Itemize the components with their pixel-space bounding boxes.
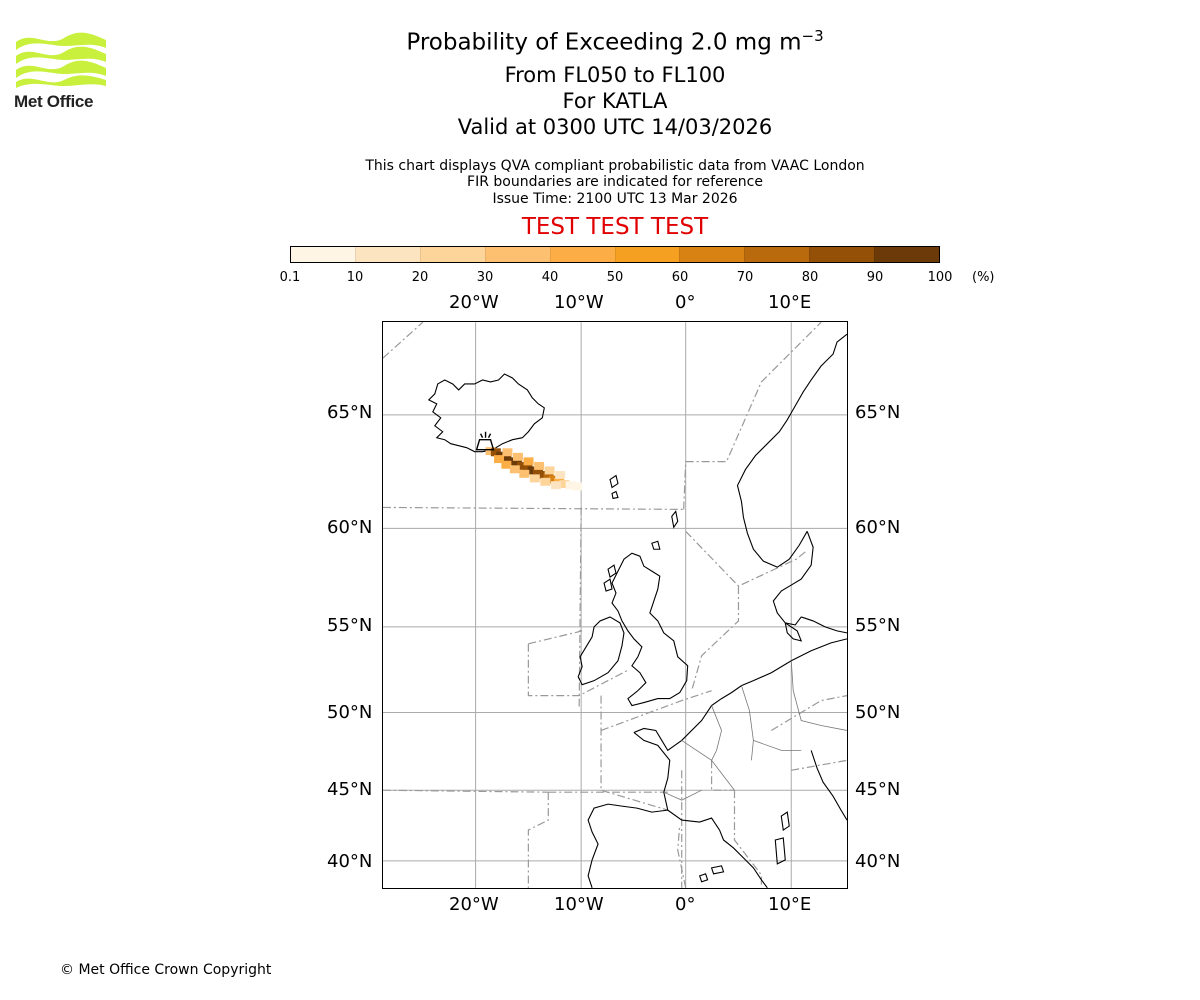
lat-label-left: 55°N xyxy=(327,615,373,636)
logo-text: Met Office xyxy=(14,92,94,111)
colorbar-segment xyxy=(744,247,810,262)
plume-cell xyxy=(501,460,512,469)
copyright: © Met Office Crown Copyright xyxy=(60,962,272,978)
colorbar-segment xyxy=(484,247,550,262)
lat-label-right: 65°N xyxy=(855,402,901,423)
plume-cell xyxy=(529,474,540,483)
plume-cell xyxy=(527,466,538,475)
lon-label-top: 20°W xyxy=(449,292,499,313)
plume-cell xyxy=(509,465,520,474)
plume-cell xyxy=(533,468,543,477)
plume-cell xyxy=(544,466,555,475)
colorbar-segment xyxy=(291,247,355,262)
plume-cell xyxy=(511,459,522,468)
test-banner: TEST TEST TEST xyxy=(521,214,709,240)
plume-cell xyxy=(502,448,513,457)
valid-time-subtitle: Valid at 0300 UTC 14/03/2026 xyxy=(457,115,773,139)
plume-cell xyxy=(559,480,570,489)
lat-label-left: 65°N xyxy=(327,402,373,423)
colorbar-segment xyxy=(354,247,420,262)
plume-cell xyxy=(572,482,583,491)
plume-cell xyxy=(519,469,530,478)
volcano-subtitle: For KATLA xyxy=(562,89,668,113)
fir-note: FIR boundaries are indicated for referen… xyxy=(467,174,763,190)
colorbar-tick-label: 60 xyxy=(671,270,689,285)
plume-cell xyxy=(550,481,561,490)
plume-cell xyxy=(517,461,528,470)
plume-cell xyxy=(485,447,496,456)
issue-time: Issue Time: 2100 UTC 13 Mar 2026 xyxy=(492,191,738,207)
lon-label-bottom: 10°W xyxy=(554,894,604,915)
plume-cell xyxy=(513,452,523,461)
plume-cell xyxy=(490,448,501,457)
plume-cell xyxy=(522,464,533,473)
country-borders xyxy=(663,660,847,801)
lat-label-left: 50°N xyxy=(327,702,373,723)
plume-cell xyxy=(538,470,549,479)
lon-label-top: 10°E xyxy=(768,292,812,313)
ash-plume xyxy=(485,447,583,491)
colorbar-tick-label: 30 xyxy=(476,270,494,285)
plume-cell xyxy=(523,457,534,466)
plume-cell xyxy=(534,461,545,470)
plume-cell xyxy=(501,455,512,464)
lon-label-top: 0° xyxy=(675,292,696,313)
colorbar-tick-label: 50 xyxy=(606,270,624,285)
colorbar-tick-label: 100 xyxy=(927,270,953,285)
colorbar-segment xyxy=(679,247,745,262)
plume-cell xyxy=(565,481,576,490)
coastlines xyxy=(427,333,847,888)
map-panel xyxy=(382,321,848,889)
lat-label-left: 45°N xyxy=(327,779,373,800)
volcano-icon xyxy=(475,431,495,451)
flight-level-subtitle: From FL050 to FL100 xyxy=(504,63,726,87)
lat-label-right: 55°N xyxy=(855,615,901,636)
plume-cell xyxy=(506,457,517,466)
plume-cell xyxy=(555,470,566,479)
lat-label-right: 50°N xyxy=(855,702,901,723)
colorbar-segment xyxy=(809,247,875,262)
met-office-logo xyxy=(16,32,106,88)
plume-cell xyxy=(540,477,551,486)
graticule xyxy=(383,322,847,888)
lat-label-right: 45°N xyxy=(855,779,901,800)
lat-label-left: 60°N xyxy=(327,517,373,538)
plume-cell xyxy=(548,475,559,484)
fir-boundaries xyxy=(383,322,847,888)
colorbar-segment xyxy=(614,247,680,262)
colorbar-tick-label: 0.1 xyxy=(279,270,301,285)
disclaimer-line: This chart displays QVA compliant probab… xyxy=(365,158,865,174)
lon-label-top: 10°W xyxy=(554,292,604,313)
colorbar-unit: (%) xyxy=(972,270,995,285)
colorbar-tick-label: 70 xyxy=(736,270,754,285)
colorbar xyxy=(290,246,940,263)
lon-label-bottom: 0° xyxy=(675,894,696,915)
lat-label-right: 40°N xyxy=(855,851,901,872)
colorbar-tick-label: 90 xyxy=(866,270,884,285)
colorbar-segment xyxy=(549,247,615,262)
colorbar-tick-label: 80 xyxy=(801,270,819,285)
lat-label-right: 60°N xyxy=(855,517,901,538)
plume-cell xyxy=(494,455,504,464)
colorbar-segment xyxy=(419,247,485,262)
lat-label-left: 40°N xyxy=(327,851,373,872)
colorbar-segment xyxy=(874,247,940,262)
chart-title: Probability of Exceeding 2.0 mg m−3 xyxy=(406,27,824,56)
colorbar-tick-label: 20 xyxy=(411,270,429,285)
colorbar-tick-label: 10 xyxy=(346,270,364,285)
colorbar-tick-label: 40 xyxy=(541,270,559,285)
plume-cell xyxy=(543,473,554,482)
lon-label-bottom: 20°W xyxy=(449,894,499,915)
lon-label-bottom: 10°E xyxy=(768,894,812,915)
